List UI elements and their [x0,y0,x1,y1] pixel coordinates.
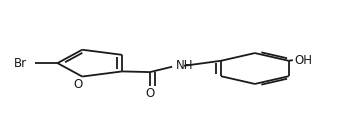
Text: O: O [73,78,83,91]
Text: Br: Br [14,57,27,70]
Text: NH: NH [176,59,193,72]
Text: O: O [145,87,155,100]
Text: OH: OH [295,54,312,67]
